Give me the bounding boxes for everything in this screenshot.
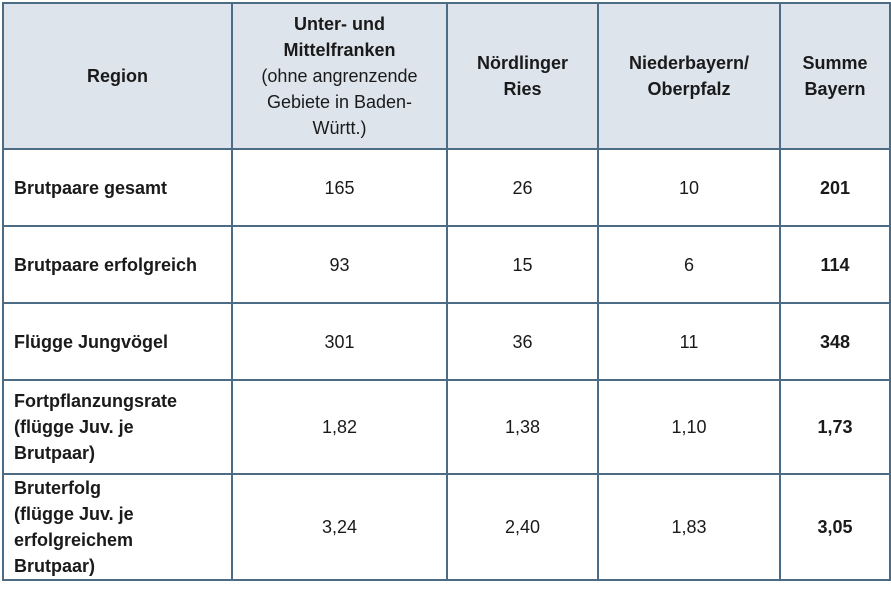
cell-value: 1,10	[597, 379, 781, 475]
cell-value: 93	[231, 225, 448, 304]
cell-value: 2,40	[446, 473, 599, 581]
cell-value: 26	[446, 148, 599, 227]
table-header-row: Region Unter- und Mittelfranken (ohne an…	[2, 2, 891, 150]
breeding-statistics-table: Region Unter- und Mittelfranken (ohne an…	[2, 2, 891, 581]
row-label: Flügge Jungvögel	[2, 302, 233, 381]
cell-sum: 1,73	[779, 379, 891, 475]
table-row: Flügge Jungvögel 301 36 11 348	[2, 302, 891, 381]
header-noerdlinger-ries: Nördlinger Ries	[446, 2, 599, 150]
cell-sum: 114	[779, 225, 891, 304]
table-row: Fortpflanzungsrate (flügge Juv. je Brutp…	[2, 379, 891, 475]
row-label: Brutpaare gesamt	[2, 148, 233, 227]
cell-value: 11	[597, 302, 781, 381]
cell-value: 301	[231, 302, 448, 381]
row-label: Bruterfolg (flügge Juv. je erfolgreichem…	[2, 473, 233, 581]
cell-value: 165	[231, 148, 448, 227]
header-col1-main: Unter- und Mittelfranken	[283, 14, 396, 60]
cell-sum: 201	[779, 148, 891, 227]
cell-sum: 348	[779, 302, 891, 381]
table-row: Brutpaare gesamt 165 26 10 201	[2, 148, 891, 227]
cell-value: 1,38	[446, 379, 599, 475]
header-col1-sub: (ohne angrenzende Gebiete in Baden-Württ…	[261, 66, 418, 138]
table-row: Brutpaare erfolgreich 93 15 6 114	[2, 225, 891, 304]
cell-value: 1,83	[597, 473, 781, 581]
header-unter-mittelfranken: Unter- und Mittelfranken (ohne angrenzen…	[231, 2, 448, 150]
cell-value: 1,82	[231, 379, 448, 475]
header-region: Region	[2, 2, 233, 150]
cell-value: 10	[597, 148, 781, 227]
cell-value: 3,24	[231, 473, 448, 581]
cell-value: 36	[446, 302, 599, 381]
cell-value: 6	[597, 225, 781, 304]
row-label: Fortpflanzungsrate (flügge Juv. je Brutp…	[2, 379, 233, 475]
header-summe-bayern: Summe Bayern	[779, 2, 891, 150]
header-niederbayern-oberpfalz: Niederbayern/ Oberpfalz	[597, 2, 781, 150]
table-row: Bruterfolg (flügge Juv. je erfolgreichem…	[2, 473, 891, 581]
cell-value: 15	[446, 225, 599, 304]
cell-sum: 3,05	[779, 473, 891, 581]
row-label: Brutpaare erfolgreich	[2, 225, 233, 304]
